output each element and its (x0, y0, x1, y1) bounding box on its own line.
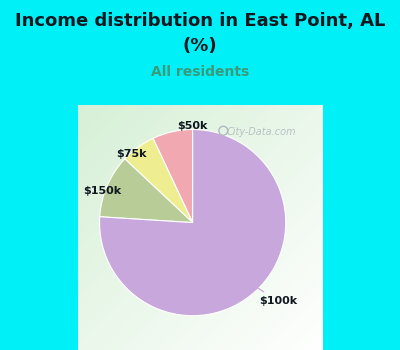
Text: Income distribution in East Point, AL: Income distribution in East Point, AL (15, 12, 385, 30)
Wedge shape (100, 130, 286, 316)
Text: $150k: $150k (83, 186, 121, 196)
Text: $50k: $50k (177, 121, 208, 141)
Text: All residents: All residents (151, 65, 249, 79)
Wedge shape (100, 159, 193, 223)
Text: (%): (%) (183, 37, 217, 55)
Wedge shape (153, 130, 193, 223)
Text: City-Data.com: City-Data.com (226, 127, 296, 137)
Text: $75k: $75k (116, 149, 147, 159)
Wedge shape (125, 138, 193, 223)
Text: $100k: $100k (251, 284, 298, 306)
